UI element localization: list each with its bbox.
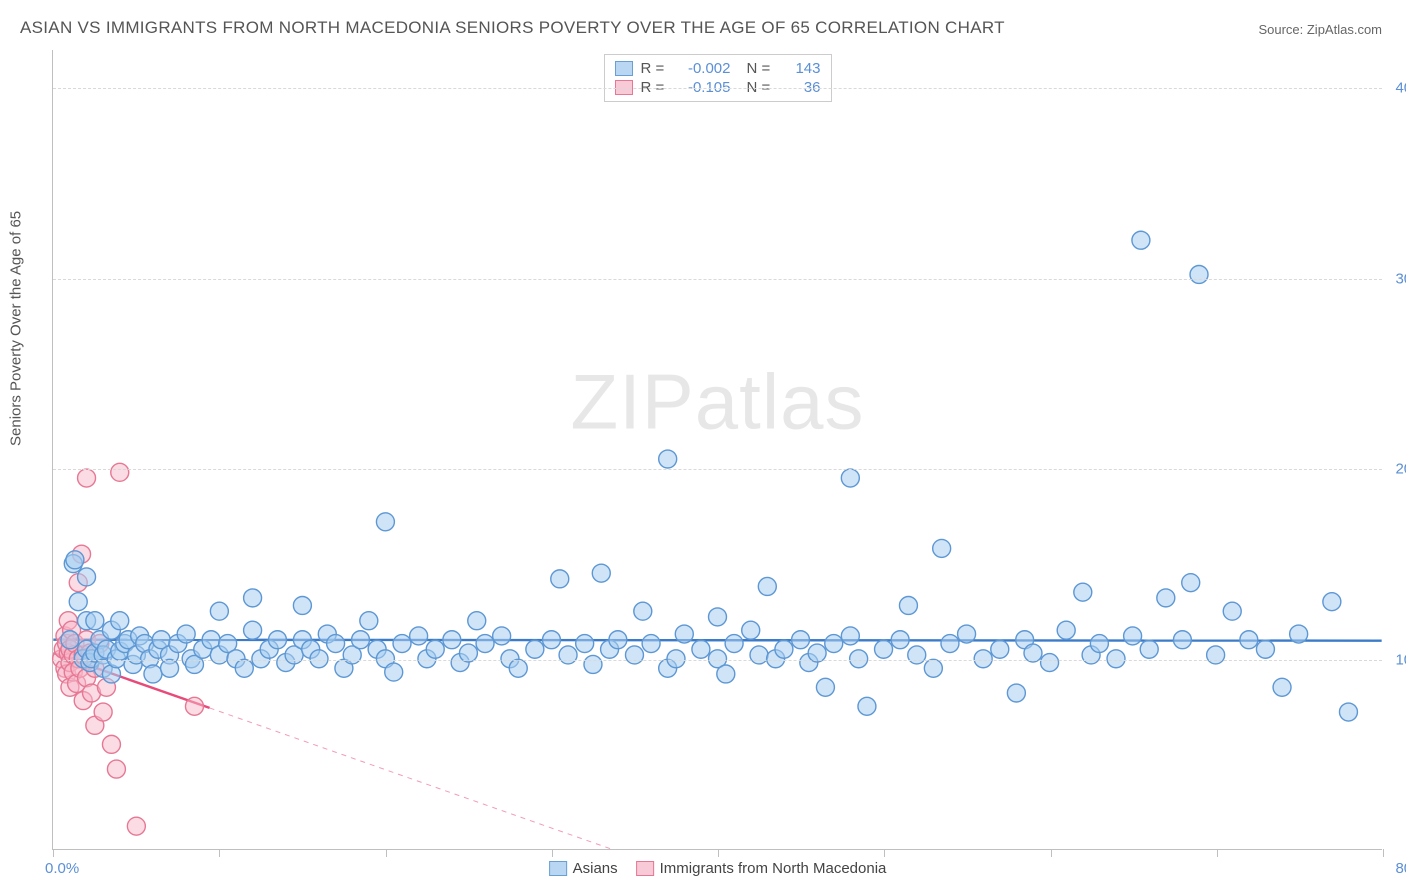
y-tick-label: 40.0% [1395,80,1406,97]
gridline [53,88,1382,89]
legend-correlation-row: R = -0.002 N = 143 [615,59,821,78]
legend-r-label: R = [641,60,669,77]
x-tick [718,849,719,857]
legend-series-label: Asians [573,860,618,877]
x-tick [884,849,885,857]
legend-series-label: Immigrants from North Macedonia [660,860,887,877]
x-tick [1383,849,1384,857]
gridline [53,279,1382,280]
y-axis-title: Seniors Poverty Over the Age of 65 [8,211,25,446]
x-tick [219,849,220,857]
x-tick [1217,849,1218,857]
legend-swatch-icon [549,861,567,876]
x-axis-min-label: 0.0% [45,860,79,877]
legend-swatch-icon [636,861,654,876]
legend-n-value: 143 [783,60,821,77]
legend-series-item: Asians [549,860,618,877]
legend-correlation: R =-0.002N =143R =-0.105N =36 [604,54,832,102]
y-tick-label: 10.0% [1395,651,1406,668]
chart-title: ASIAN VS IMMIGRANTS FROM NORTH MACEDONIA… [20,18,1005,38]
gridline [53,469,1382,470]
legend-series-item: Immigrants from North Macedonia [636,860,887,877]
scatter-svg [53,50,1382,849]
x-tick [552,849,553,857]
plot-area: ZIPatlas R =-0.002N =143R =-0.105N =36 A… [52,50,1382,850]
y-tick-label: 20.0% [1395,461,1406,478]
legend-r-value: -0.002 [677,60,731,77]
legend-series: Asians Immigrants from North Macedonia [549,860,887,877]
y-tick-label: 30.0% [1395,270,1406,287]
legend-swatch-icon [615,61,633,76]
x-tick [53,849,54,857]
x-tick [386,849,387,857]
gridline [53,660,1382,661]
legend-n-label: N = [747,60,775,77]
x-tick [1051,849,1052,857]
x-axis-max-label: 80.0% [1395,860,1406,877]
source-label: Source: ZipAtlas.com [1258,22,1382,37]
